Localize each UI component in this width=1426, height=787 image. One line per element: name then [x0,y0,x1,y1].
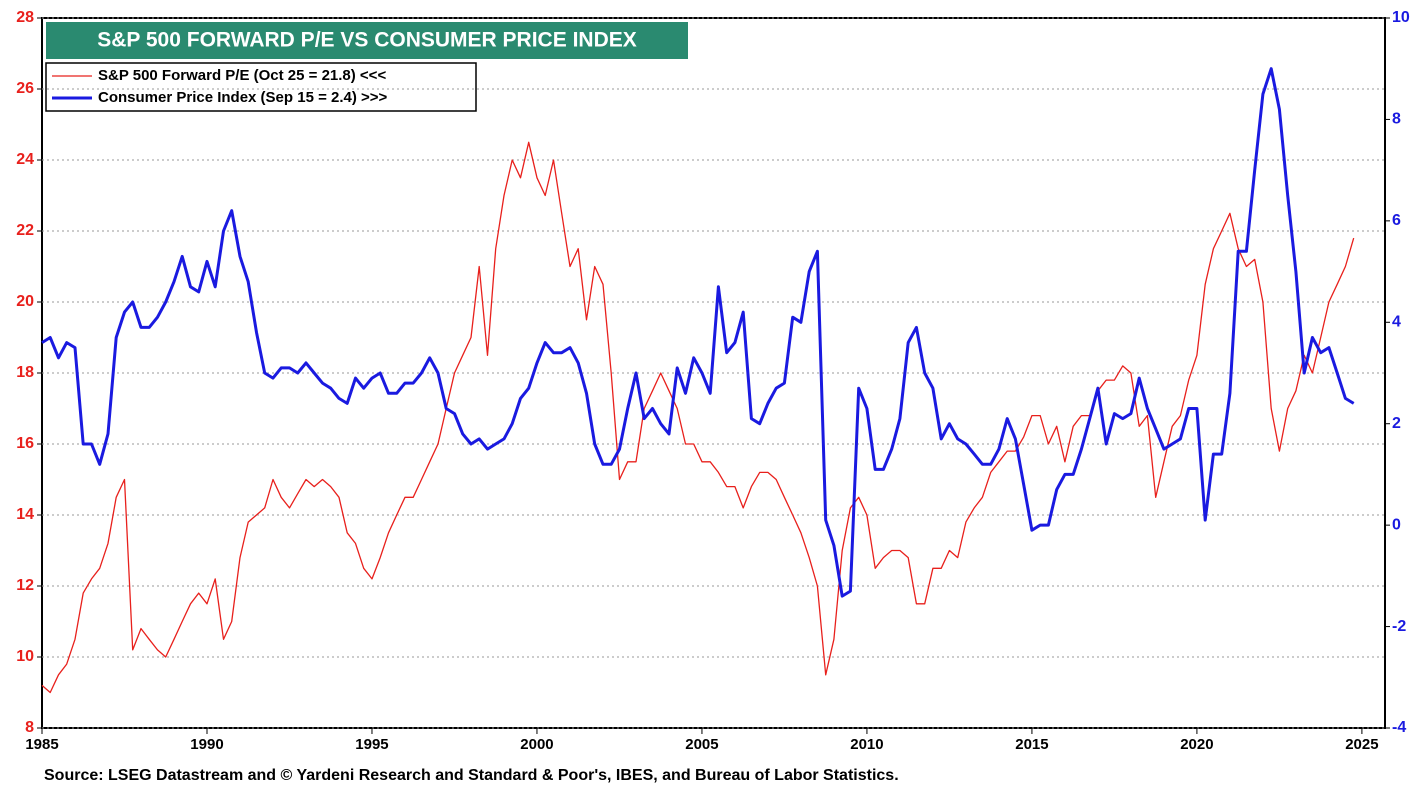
source-note: Source: LSEG Datastream and © Yardeni Re… [44,767,899,784]
y-tick-label: 26 [16,80,34,97]
y2-tick-label: 6 [1392,212,1401,229]
y-tick-label: 10 [16,648,34,665]
y2-tick-label: -4 [1392,719,1406,736]
chart-title: S&P 500 FORWARD P/E VS CONSUMER PRICE IN… [97,29,637,52]
title-box [46,22,688,59]
y2-tick-label: 10 [1392,9,1410,26]
y2-tick-label: 8 [1392,111,1401,128]
y-tick-label: 22 [16,222,34,239]
y-tick-label: 12 [16,577,34,594]
y-tick-label: 20 [16,293,34,310]
y-tick-label: 14 [16,506,34,523]
y2-tick-label: 2 [1392,415,1401,432]
x-tick-label: 1990 [190,736,223,753]
y-tick-label: 8 [25,719,34,736]
y2-tick-label: 4 [1392,314,1401,331]
y-tick-label: 24 [16,151,34,168]
series-line [41,67,1355,598]
y-tick-label: 18 [16,364,34,381]
x-tick-label: 2000 [520,736,553,753]
y-tick-label: 28 [16,9,34,26]
x-tick-label: 1995 [355,736,388,753]
x-tick-label: 2015 [1015,736,1048,753]
y-tick-label: 16 [16,435,34,452]
y2-tick-label: -2 [1392,618,1406,635]
x-tick-label: 2010 [850,736,883,753]
legend-label: Consumer Price Index (Sep 15 = 2.4) >>> [98,89,388,106]
x-tick-label: 2005 [685,736,718,753]
x-tick-label: 2025 [1345,736,1378,753]
y2-tick-label: 0 [1392,516,1401,533]
legend-label: S&P 500 Forward P/E (Oct 25 = 21.8) <<< [98,67,386,84]
x-tick-label: 2020 [1180,736,1213,753]
legend [45,62,477,112]
x-tick-label: 1985 [25,736,58,753]
